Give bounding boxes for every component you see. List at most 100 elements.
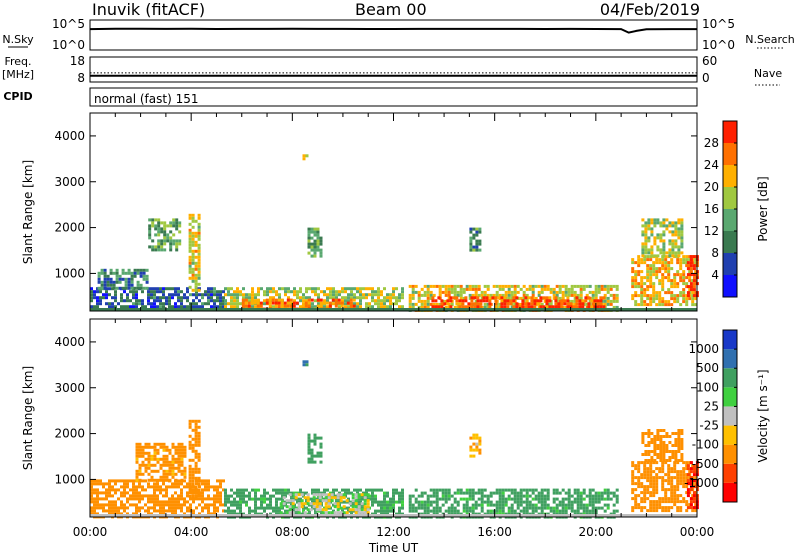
- velocity-cell: [640, 476, 644, 480]
- power-cell: [489, 296, 493, 300]
- velocity-cell: [324, 499, 328, 503]
- velocity-cell: [197, 467, 201, 471]
- power-cell: [682, 279, 686, 283]
- velocity-cell: [686, 491, 690, 495]
- velocity-cell: [444, 494, 448, 498]
- power-cell: [655, 303, 659, 307]
- velocity-cell: [174, 478, 178, 482]
- power-cell: [302, 302, 305, 306]
- velocity-cell: [269, 500, 272, 504]
- velocity-cell: [643, 485, 647, 489]
- velocity-cell: [685, 473, 689, 477]
- power-cell: [353, 287, 356, 291]
- power-colorbar-title: Power [dB]: [756, 176, 770, 241]
- power-cell: [115, 274, 119, 278]
- power-cell: [316, 245, 320, 249]
- velocity-cell: [266, 503, 269, 507]
- velocity-cell: [519, 488, 523, 492]
- power-cell: [647, 218, 651, 222]
- power-cell: [470, 302, 474, 306]
- velocity-cell: [510, 503, 514, 507]
- velocity-cell: [307, 442, 311, 446]
- power-cell: [423, 299, 427, 303]
- velocity-cell: [153, 500, 156, 504]
- power-cell: [509, 302, 513, 306]
- power-cell: [350, 296, 353, 300]
- velocity-cell: [480, 488, 484, 492]
- velocity-cell: [207, 512, 210, 516]
- velocity-cell: [504, 488, 508, 492]
- power-cell: [380, 290, 383, 294]
- power-cell: [230, 302, 233, 306]
- velocity-cell: [194, 488, 198, 492]
- power-cell: [319, 301, 323, 305]
- velocity-cell: [363, 493, 367, 497]
- velocity-cell: [417, 494, 421, 498]
- power-cell: [676, 261, 680, 265]
- velocity-cell: [417, 500, 421, 504]
- velocity-cell: [362, 497, 365, 501]
- power-cell: [316, 242, 320, 246]
- power-cell: [689, 282, 693, 286]
- power-cell: [174, 305, 177, 309]
- power-cell: [600, 284, 604, 288]
- velocity-cell: [498, 494, 502, 498]
- velocity-cell: [105, 494, 108, 498]
- power-cell: [506, 305, 510, 309]
- power-cell: [646, 279, 650, 283]
- velocity-cell: [197, 455, 201, 459]
- velocity-cell: [477, 491, 481, 495]
- power-cell: [513, 290, 517, 294]
- power-cell: [455, 296, 459, 300]
- velocity-cell: [180, 491, 183, 495]
- power-cell: [130, 280, 134, 284]
- power-cell: [552, 293, 556, 297]
- velocity-cell: [665, 447, 669, 450]
- power-cell: [314, 290, 317, 294]
- power-cell: [615, 287, 619, 291]
- velocity-cell: [162, 482, 165, 486]
- power-cell: [307, 301, 311, 305]
- velocity-cell: [414, 509, 418, 513]
- power-cell: [347, 287, 350, 291]
- velocity-cell: [300, 505, 304, 509]
- velocity-cell: [102, 491, 105, 495]
- velocity-cell: [659, 441, 663, 444]
- power-cell: [641, 224, 645, 228]
- velocity-cell: [171, 475, 175, 479]
- power-cell: [658, 297, 662, 301]
- power-cell: [447, 284, 451, 288]
- power-cell: [103, 280, 107, 284]
- power-cell: [689, 267, 693, 271]
- velocity-xtick-label: 08:00: [275, 525, 310, 539]
- velocity-cell: [661, 479, 665, 483]
- power-cell: [609, 299, 613, 303]
- velocity-cell: [486, 500, 490, 504]
- power-cell: [676, 297, 680, 301]
- velocity-cell: [664, 497, 668, 501]
- power-cell: [564, 293, 568, 297]
- noise-ytick-right-top: 10^5: [702, 17, 735, 31]
- velocity-cell: [132, 491, 135, 495]
- velocity-cell: [156, 451, 160, 455]
- power-cell: [344, 290, 347, 294]
- power-cell: [168, 296, 171, 300]
- velocity-cell: [327, 499, 331, 503]
- velocity-cell: [677, 429, 681, 432]
- velocity-cell: [516, 500, 520, 504]
- power-cell: [480, 290, 484, 294]
- power-cell: [197, 267, 201, 271]
- velocity-cell: [510, 491, 514, 495]
- velocity-cell: [573, 509, 577, 513]
- velocity-cell: [603, 503, 607, 507]
- power-cell: [103, 271, 107, 275]
- velocity-cell: [207, 482, 210, 486]
- velocity-cell: [525, 503, 529, 507]
- power-cell: [594, 284, 598, 288]
- power-cell: [411, 287, 415, 291]
- power-cell: [194, 276, 198, 280]
- power-cell: [280, 301, 284, 305]
- power-cell: [224, 305, 227, 309]
- velocity-cell: [90, 512, 93, 516]
- power-cell: [151, 224, 155, 228]
